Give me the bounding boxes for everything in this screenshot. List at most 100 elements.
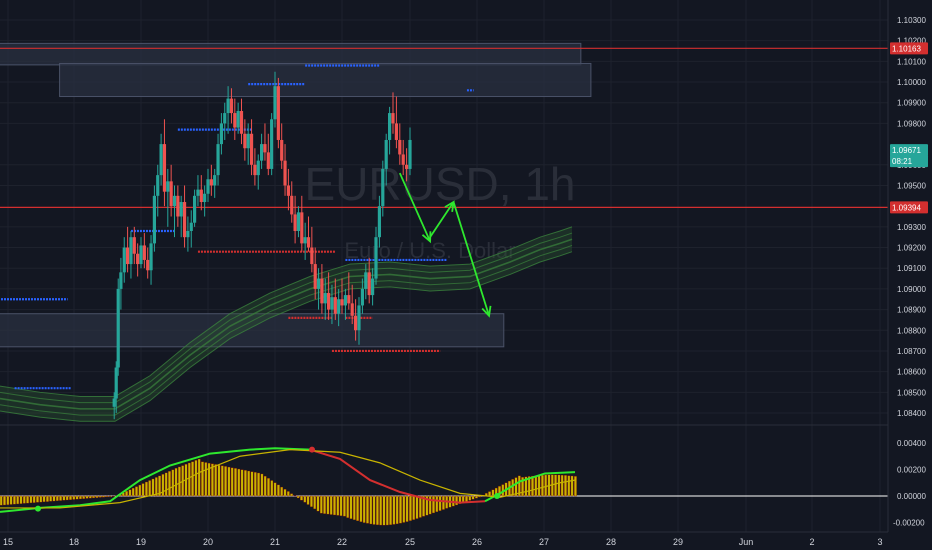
histogram-bar xyxy=(366,495,369,524)
histogram-bar xyxy=(46,495,49,502)
histogram-bar xyxy=(541,474,544,497)
histogram-bar xyxy=(227,466,231,497)
price-tick-label: 1.09900 xyxy=(897,99,926,108)
fast-line-down xyxy=(309,448,486,504)
price-tick-label: 1.09100 xyxy=(897,264,926,273)
date-tick-label: Jun xyxy=(739,537,754,547)
candle-body xyxy=(152,195,156,244)
candle-body xyxy=(226,98,230,114)
cross-dot xyxy=(35,505,41,512)
histogram-bar xyxy=(42,495,46,503)
histogram-bar xyxy=(135,486,138,497)
histogram-bar xyxy=(141,483,145,497)
histogram-bar xyxy=(300,495,303,501)
candle-body xyxy=(116,288,120,368)
ema-band xyxy=(0,226,572,422)
histogram-bar xyxy=(102,495,105,498)
histogram-bar xyxy=(178,466,181,497)
histogram-bar xyxy=(95,495,99,498)
candle-body xyxy=(350,303,354,316)
ema-line xyxy=(0,251,573,422)
histogram-bar xyxy=(379,495,383,526)
candle-body xyxy=(162,144,167,192)
histogram-bar xyxy=(224,466,227,497)
histogram-bar xyxy=(554,474,557,497)
histogram-bar xyxy=(402,495,406,523)
histogram-bar xyxy=(376,495,379,526)
candle-body xyxy=(156,175,160,196)
forecast-arrow xyxy=(398,172,431,242)
candle-body xyxy=(280,139,284,161)
histogram-bar xyxy=(511,479,515,497)
histogram-bar xyxy=(517,475,521,497)
histogram-bar xyxy=(343,495,346,517)
osc-tick-label: 0.00000 xyxy=(897,492,926,501)
histogram-bar xyxy=(145,481,148,497)
candle-body xyxy=(256,160,260,176)
price-tick-label: 1.08900 xyxy=(897,306,926,315)
date-tick-label: 22 xyxy=(337,537,347,547)
histogram-bar xyxy=(323,495,326,514)
price-tag-label: 08:21 xyxy=(892,157,913,166)
candle-body xyxy=(196,189,200,196)
date-tick-label: 26 xyxy=(472,537,482,547)
fast-line xyxy=(0,447,311,513)
histogram-bar xyxy=(168,471,171,497)
histogram-bar xyxy=(564,475,567,497)
candle-body xyxy=(260,144,264,161)
histogram-bar xyxy=(389,495,392,525)
price-tick-label: 1.09000 xyxy=(897,285,926,294)
histogram-bar xyxy=(339,495,343,517)
candle-body xyxy=(263,144,267,153)
price-tag-label: 1.09394 xyxy=(892,203,921,212)
histogram-bar xyxy=(286,491,290,497)
histogram-bar xyxy=(79,495,82,500)
histogram-bar xyxy=(244,470,247,497)
histogram-bar xyxy=(19,495,23,504)
candle-body xyxy=(310,247,314,265)
histogram-bar xyxy=(277,484,280,497)
histogram-bar xyxy=(230,467,234,497)
histogram-bar xyxy=(435,495,439,512)
histogram-bar xyxy=(29,495,33,504)
price-tag-label: 1.09671 xyxy=(892,146,921,155)
histogram-bar xyxy=(415,495,419,519)
candle-body xyxy=(360,288,364,306)
histogram-bar xyxy=(267,478,270,497)
histogram-bar xyxy=(49,495,53,502)
forecast-arrowhead xyxy=(421,231,432,244)
histogram-bar xyxy=(527,476,531,497)
candle-body xyxy=(179,202,183,217)
candle-body xyxy=(286,185,290,196)
histogram-bar xyxy=(534,475,538,497)
histogram-bar xyxy=(154,477,158,497)
histogram-bar xyxy=(560,474,564,497)
osc-tick-label: 0.00200 xyxy=(897,466,926,475)
histogram-bar xyxy=(385,495,389,526)
price-tick-label: 1.09200 xyxy=(897,244,926,253)
histogram-bar xyxy=(138,484,142,497)
histogram-bar xyxy=(148,480,152,497)
histogram-bar xyxy=(310,495,313,507)
candle-body xyxy=(337,299,341,314)
candle-body xyxy=(364,272,368,289)
forecast-arrowhead xyxy=(481,305,492,318)
price-tick-label: 1.10200 xyxy=(897,37,926,46)
candle-body xyxy=(340,299,344,306)
price-tag xyxy=(890,42,928,55)
histogram-bar xyxy=(59,495,62,501)
candle-body xyxy=(119,272,123,289)
candle-body xyxy=(276,86,280,140)
histogram-bar xyxy=(418,495,422,518)
date-tick-label: 15 xyxy=(3,537,13,547)
histogram-bar xyxy=(82,495,86,499)
histogram-bar xyxy=(128,489,132,497)
candle-layer xyxy=(112,71,412,420)
candle-body xyxy=(182,202,187,238)
histogram-bar xyxy=(75,495,79,500)
histogram-bar xyxy=(409,495,412,521)
price-tag-label: 1.10163 xyxy=(892,44,921,53)
histogram-bar xyxy=(306,495,310,505)
histogram-bar xyxy=(359,495,363,522)
